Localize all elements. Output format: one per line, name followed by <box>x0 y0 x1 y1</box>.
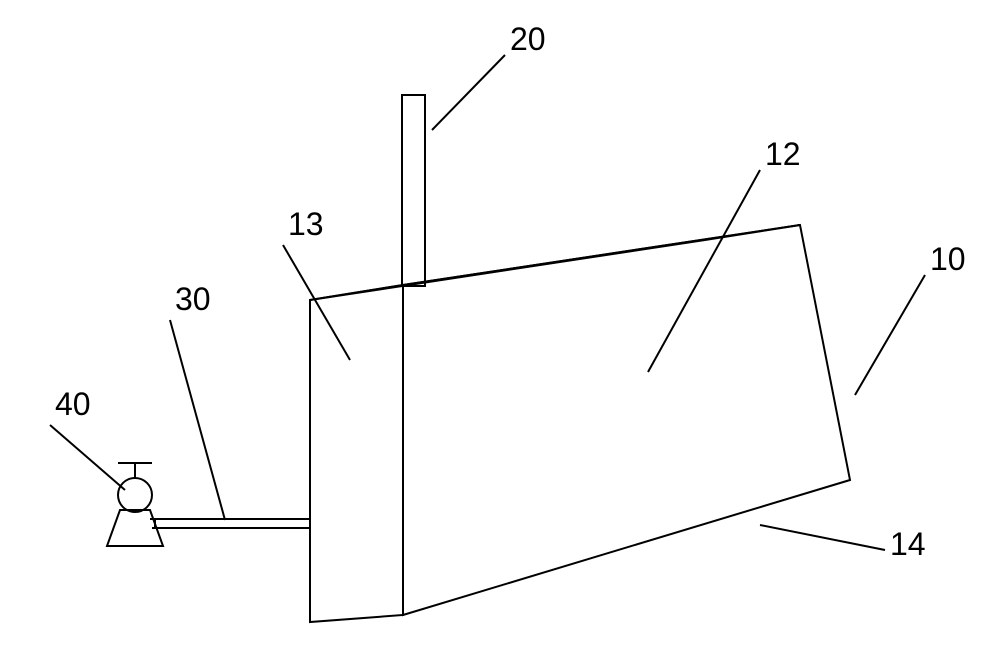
leader-40 <box>50 425 125 490</box>
rod-rect <box>402 95 425 286</box>
valve <box>107 463 163 546</box>
label-12: 12 <box>765 136 801 172</box>
label-14: 14 <box>890 526 926 562</box>
leader-10 <box>855 275 925 395</box>
main-body <box>310 225 850 622</box>
pipe <box>155 519 310 528</box>
box-left-face <box>310 285 403 622</box>
box-front-face <box>403 225 850 615</box>
technical-diagram: 20 12 10 13 30 40 14 <box>0 0 1000 659</box>
leader-14 <box>760 525 885 550</box>
label-20: 20 <box>510 21 546 57</box>
leader-30 <box>170 320 225 520</box>
vertical-rod <box>402 95 425 286</box>
valve-wheel <box>118 478 152 512</box>
label-13: 13 <box>288 206 324 242</box>
leader-12 <box>648 170 760 372</box>
label-40: 40 <box>55 386 91 422</box>
leader-13 <box>283 245 350 360</box>
label-30: 30 <box>175 281 211 317</box>
labels: 20 12 10 13 30 40 14 <box>50 21 966 562</box>
label-10: 10 <box>930 241 966 277</box>
leader-20 <box>432 55 505 130</box>
